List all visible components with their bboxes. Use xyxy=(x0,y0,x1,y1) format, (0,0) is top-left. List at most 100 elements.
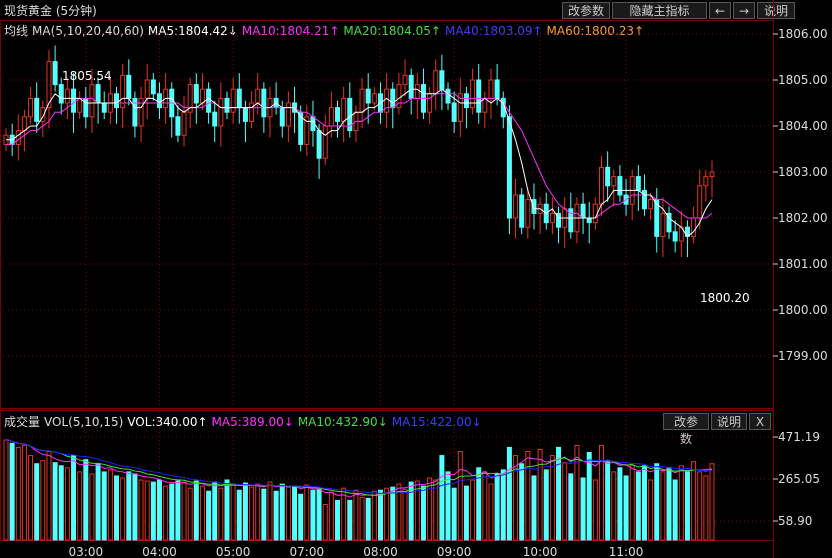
volume-bar xyxy=(697,471,703,541)
volume-bar xyxy=(316,488,322,541)
volume-bar xyxy=(396,483,402,541)
volume-bar xyxy=(457,451,463,541)
candle-body xyxy=(451,102,457,122)
volume-bar xyxy=(556,446,562,541)
candle-body xyxy=(187,84,193,113)
candle-body xyxy=(494,79,500,99)
volume-bar xyxy=(549,455,555,541)
volume-bar xyxy=(599,444,604,541)
y-tick-label: 1801.00 xyxy=(778,257,828,271)
volume-bar xyxy=(377,489,383,541)
volume-bar xyxy=(15,446,21,541)
candle-body xyxy=(120,74,126,109)
vol-ma15-line xyxy=(5,438,713,494)
edit-params-button[interactable]: 改参数 xyxy=(562,2,610,19)
volume-bar xyxy=(304,484,310,541)
candle-body xyxy=(390,88,396,109)
volume-bar xyxy=(580,477,586,541)
y-tick-label: 1799.00 xyxy=(778,349,828,363)
candle-body xyxy=(605,166,611,187)
volume-bar xyxy=(562,462,568,541)
arrow-right-icon[interactable]: → xyxy=(733,2,755,19)
volume-bar xyxy=(568,473,574,541)
vol-tick-label: 58.90 xyxy=(778,514,812,528)
vol-ma10-line xyxy=(5,438,713,496)
ma-lines xyxy=(6,88,713,238)
candle-body xyxy=(672,231,678,242)
volume-bar xyxy=(95,463,101,541)
vol-legend-ma5: MA5:389.00↓ xyxy=(211,415,294,429)
volume-bar xyxy=(261,488,267,541)
volume-bar xyxy=(224,479,230,541)
vol-legend-name: 成交量 xyxy=(4,415,41,429)
candle-body xyxy=(28,97,34,118)
candle-body xyxy=(666,212,672,233)
volume-bar xyxy=(684,471,690,541)
candle-body xyxy=(549,212,555,224)
candle-body xyxy=(89,84,95,118)
candle-body xyxy=(21,116,27,132)
candle-body xyxy=(531,199,537,214)
volume-bar xyxy=(298,493,304,541)
legend-ma40: MA40:1803.09↑ xyxy=(444,24,543,38)
volume-bar xyxy=(341,487,347,541)
volume-bar xyxy=(335,499,341,541)
vol-help-button[interactable]: 说明 xyxy=(711,413,747,430)
volume-bar xyxy=(138,479,144,541)
candle-body xyxy=(709,171,715,178)
volume-bar xyxy=(206,490,212,541)
hide-main-indicator-button[interactable]: 隐藏主指标 xyxy=(612,2,707,19)
volume-bar xyxy=(666,467,672,541)
x-tick-label: 07:00 xyxy=(290,545,325,558)
volume-bar xyxy=(384,487,390,541)
candle-body xyxy=(556,212,562,228)
candle-body xyxy=(144,79,150,99)
x-tick-label: 11:00 xyxy=(609,545,644,558)
y-tick-label: 1803.00 xyxy=(778,165,828,179)
legend-ma-params: MA(5,10,20,40,60) xyxy=(32,24,144,38)
volume-bar xyxy=(101,471,107,541)
volume-bar xyxy=(21,444,27,541)
x-tick-label: 05:00 xyxy=(216,545,251,558)
help-button[interactable]: 说明 xyxy=(757,2,795,19)
volume-bar xyxy=(439,455,445,541)
candle-body xyxy=(599,166,604,205)
x-tick-label: 09:00 xyxy=(437,545,472,558)
volume-bar xyxy=(617,467,623,541)
volume-bar xyxy=(34,463,40,541)
x-tick-label: 03:00 xyxy=(69,545,104,558)
volume-bar xyxy=(660,471,666,541)
volume-bar xyxy=(58,465,64,541)
candle-body xyxy=(586,217,592,224)
candle-body xyxy=(488,79,494,99)
volume-bar xyxy=(420,485,426,541)
volume-bar xyxy=(537,448,543,541)
volume-bar xyxy=(52,462,58,541)
candle-body xyxy=(316,130,322,159)
volume-bar xyxy=(513,455,519,541)
ma5-line xyxy=(6,88,713,238)
candle-body xyxy=(691,217,697,237)
candle-body xyxy=(126,74,132,99)
candle-body xyxy=(703,176,709,187)
volume-bar xyxy=(249,486,255,541)
candle-body xyxy=(193,84,199,104)
y-tick-label: 1802.00 xyxy=(778,211,828,225)
candle-body xyxy=(71,88,77,113)
volume-bar xyxy=(433,479,439,541)
vol-edit-params-button[interactable]: 改参数 xyxy=(663,413,709,446)
candle-body xyxy=(77,97,83,113)
arrow-left-icon[interactable]: ← xyxy=(709,2,731,19)
candle-body xyxy=(648,199,654,210)
volume-bar xyxy=(353,489,359,541)
volume-bar xyxy=(132,473,138,541)
volume-bar xyxy=(9,442,15,541)
volume-bar xyxy=(641,465,647,541)
candle-body xyxy=(199,88,205,104)
volume-bar xyxy=(476,467,482,541)
candle-body xyxy=(463,93,469,109)
candle-body xyxy=(445,88,451,104)
volume-bar xyxy=(371,490,377,541)
vol-close-icon[interactable]: X xyxy=(749,413,771,430)
